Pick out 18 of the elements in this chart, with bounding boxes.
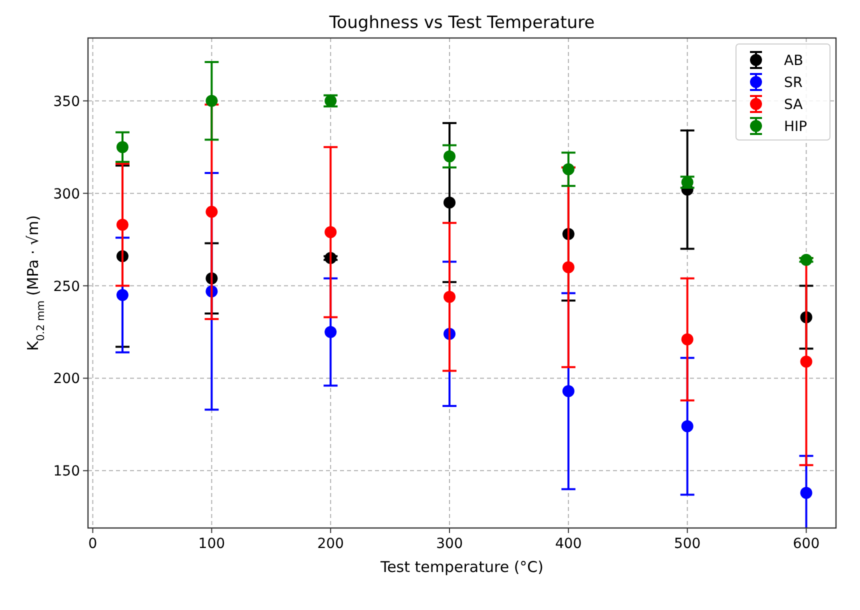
legend-label: SA [784,97,804,113]
chart-title: Toughness vs Test Temperature [328,13,595,33]
x-tick-label: 100 [198,536,226,552]
x-tick-label: 0 [88,536,98,552]
legend-label: SR [784,75,803,91]
x-tick-label: 600 [792,536,820,552]
x-tick-label: 300 [436,536,463,552]
x-tick-label: 500 [674,536,701,552]
y-tick-label: 150 [53,464,80,480]
x-tick-label: 400 [555,536,582,552]
y-tick-label: 300 [53,186,80,202]
x-tick-label: 200 [317,536,344,552]
legend-label: HIP [784,119,808,135]
y-tick-label: 250 [53,278,80,295]
y-tick-label: 350 [53,94,80,110]
legend-label: AB [784,53,804,69]
x-axis-title: Test temperature (°C) [379,558,544,576]
y-tick-label: 200 [53,371,80,388]
